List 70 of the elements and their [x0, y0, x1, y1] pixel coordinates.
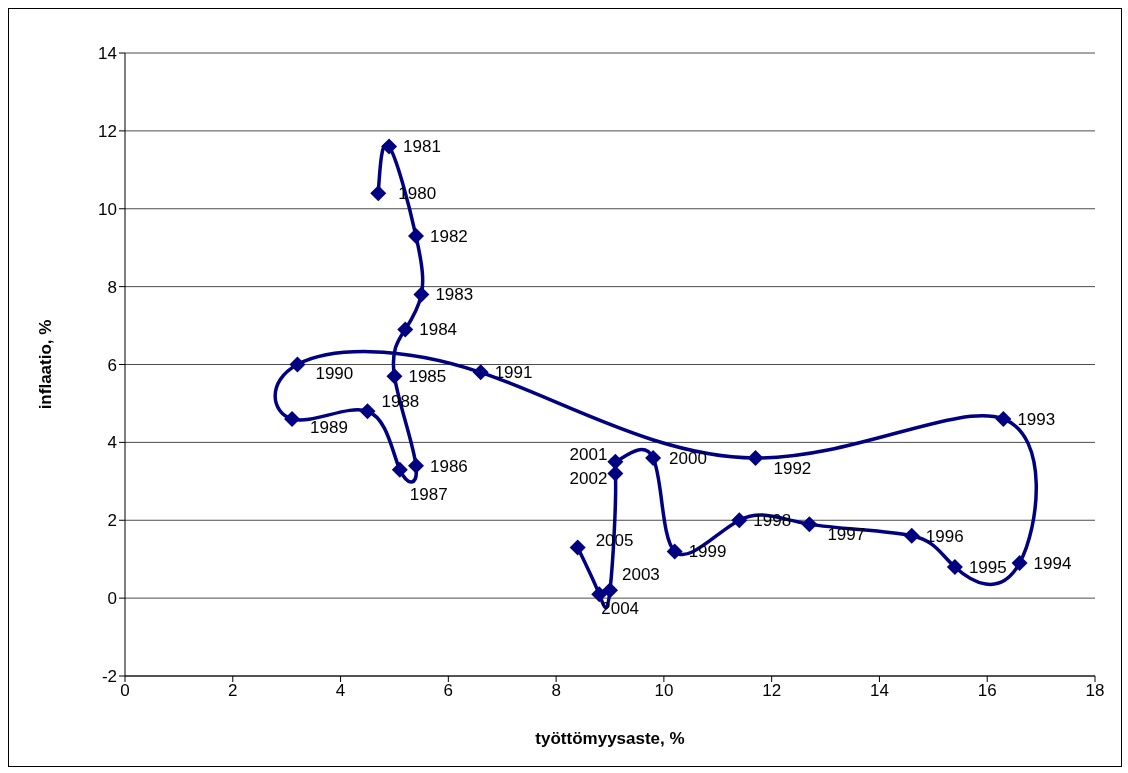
y-tick-label: 4 — [107, 433, 117, 453]
point — [381, 138, 398, 155]
point — [289, 356, 306, 373]
point — [359, 403, 376, 420]
point — [602, 582, 618, 599]
y-tick-label: 6 — [107, 355, 117, 375]
y-tick-label: -2 — [101, 667, 117, 687]
point — [903, 527, 920, 544]
annotation: 1981 — [403, 137, 441, 157]
annotation: 1991 — [494, 363, 533, 383]
point — [370, 185, 387, 202]
point — [801, 516, 818, 533]
point — [747, 449, 764, 466]
annotation: 2002 — [569, 468, 608, 488]
annotation: 1993 — [1017, 410, 1056, 430]
point — [408, 228, 424, 245]
annotation: 1999 — [688, 542, 727, 562]
y-tick-label: 0 — [107, 589, 117, 609]
y-tick-label: 8 — [107, 277, 117, 297]
x-tick-label: 12 — [762, 681, 782, 701]
annotation: 1996 — [925, 526, 964, 546]
point — [284, 411, 301, 428]
annotation: 1997 — [827, 525, 866, 545]
point — [1011, 555, 1028, 572]
annotation: 1994 — [1033, 554, 1072, 574]
annotation: 1990 — [315, 363, 354, 383]
x-tick-label: 8 — [551, 681, 561, 701]
annotation: 1982 — [430, 227, 468, 247]
x-tick-label: 2 — [228, 681, 238, 701]
y-tick-label: 14 — [98, 44, 117, 64]
x-tick-label: 14 — [869, 681, 889, 701]
x-axis-title: työttömyysaste, % — [535, 729, 685, 748]
point — [731, 512, 748, 529]
annotation: 1995 — [968, 557, 1007, 577]
y-tick-label: 12 — [98, 121, 117, 141]
y-tick-label: 10 — [98, 199, 117, 219]
point — [607, 453, 624, 470]
point — [391, 461, 408, 478]
point — [397, 321, 414, 338]
annotation: 1986 — [430, 456, 468, 476]
annotation: 1985 — [408, 367, 447, 387]
annotation: 2003 — [622, 565, 660, 585]
annotation: 1983 — [435, 285, 474, 305]
annotation: 1987 — [409, 484, 448, 504]
point — [946, 558, 963, 575]
x-tick-label: 18 — [1085, 681, 1105, 701]
annotation: 1989 — [310, 418, 348, 438]
x-tick-label: 6 — [443, 681, 454, 701]
point — [386, 368, 403, 385]
point — [408, 457, 424, 474]
x-tick-label: 16 — [977, 681, 997, 701]
point — [645, 449, 662, 466]
annotation: 1992 — [773, 458, 812, 478]
y-tick-label: 2 — [107, 511, 117, 531]
annotation: 1998 — [753, 511, 792, 531]
point — [995, 411, 1012, 428]
annotation: 2000 — [669, 448, 707, 468]
point — [666, 543, 683, 560]
point — [413, 286, 430, 303]
x-tick-label: 10 — [654, 681, 674, 701]
x-tick-label: 4 — [335, 681, 346, 701]
x-tick-label: 0 — [120, 681, 130, 701]
annotation: 1984 — [419, 320, 458, 340]
point — [591, 586, 608, 603]
point — [607, 465, 624, 482]
y-axis-title: inflaatio, % — [36, 319, 56, 410]
point — [472, 364, 489, 381]
point — [569, 539, 586, 556]
annotation: 2001 — [569, 444, 608, 464]
annotation: 2004 — [601, 599, 640, 619]
